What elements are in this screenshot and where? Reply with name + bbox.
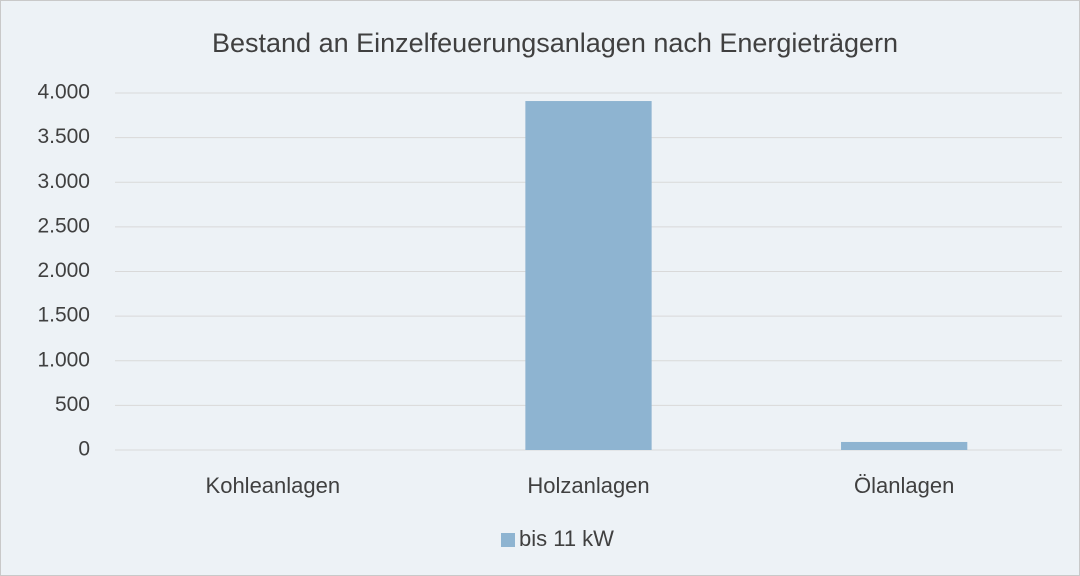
legend-swatch — [501, 533, 515, 547]
y-tick-label: 500 — [55, 393, 90, 416]
x-tick-label: Ölanlagen — [854, 473, 954, 498]
bar — [525, 101, 652, 450]
y-tick-label: 3.500 — [37, 125, 90, 148]
x-tick-label: Holzanlagen — [527, 473, 649, 498]
y-tick-label: 2.000 — [37, 259, 90, 282]
y-tick-label: 1.500 — [37, 304, 90, 327]
y-tick-label: 1.000 — [37, 348, 90, 371]
y-tick-label: 0 — [78, 438, 90, 461]
x-tick-label: Kohleanlagen — [206, 473, 341, 498]
y-tick-label: 2.500 — [37, 214, 90, 237]
chart-title: Bestand an Einzelfeuerungsanlagen nach E… — [212, 28, 898, 58]
y-tick-label: 3.000 — [37, 170, 90, 193]
legend-label: bis 11 kW — [519, 526, 614, 551]
bar — [841, 441, 968, 450]
y-tick-label: 4.000 — [37, 81, 90, 104]
